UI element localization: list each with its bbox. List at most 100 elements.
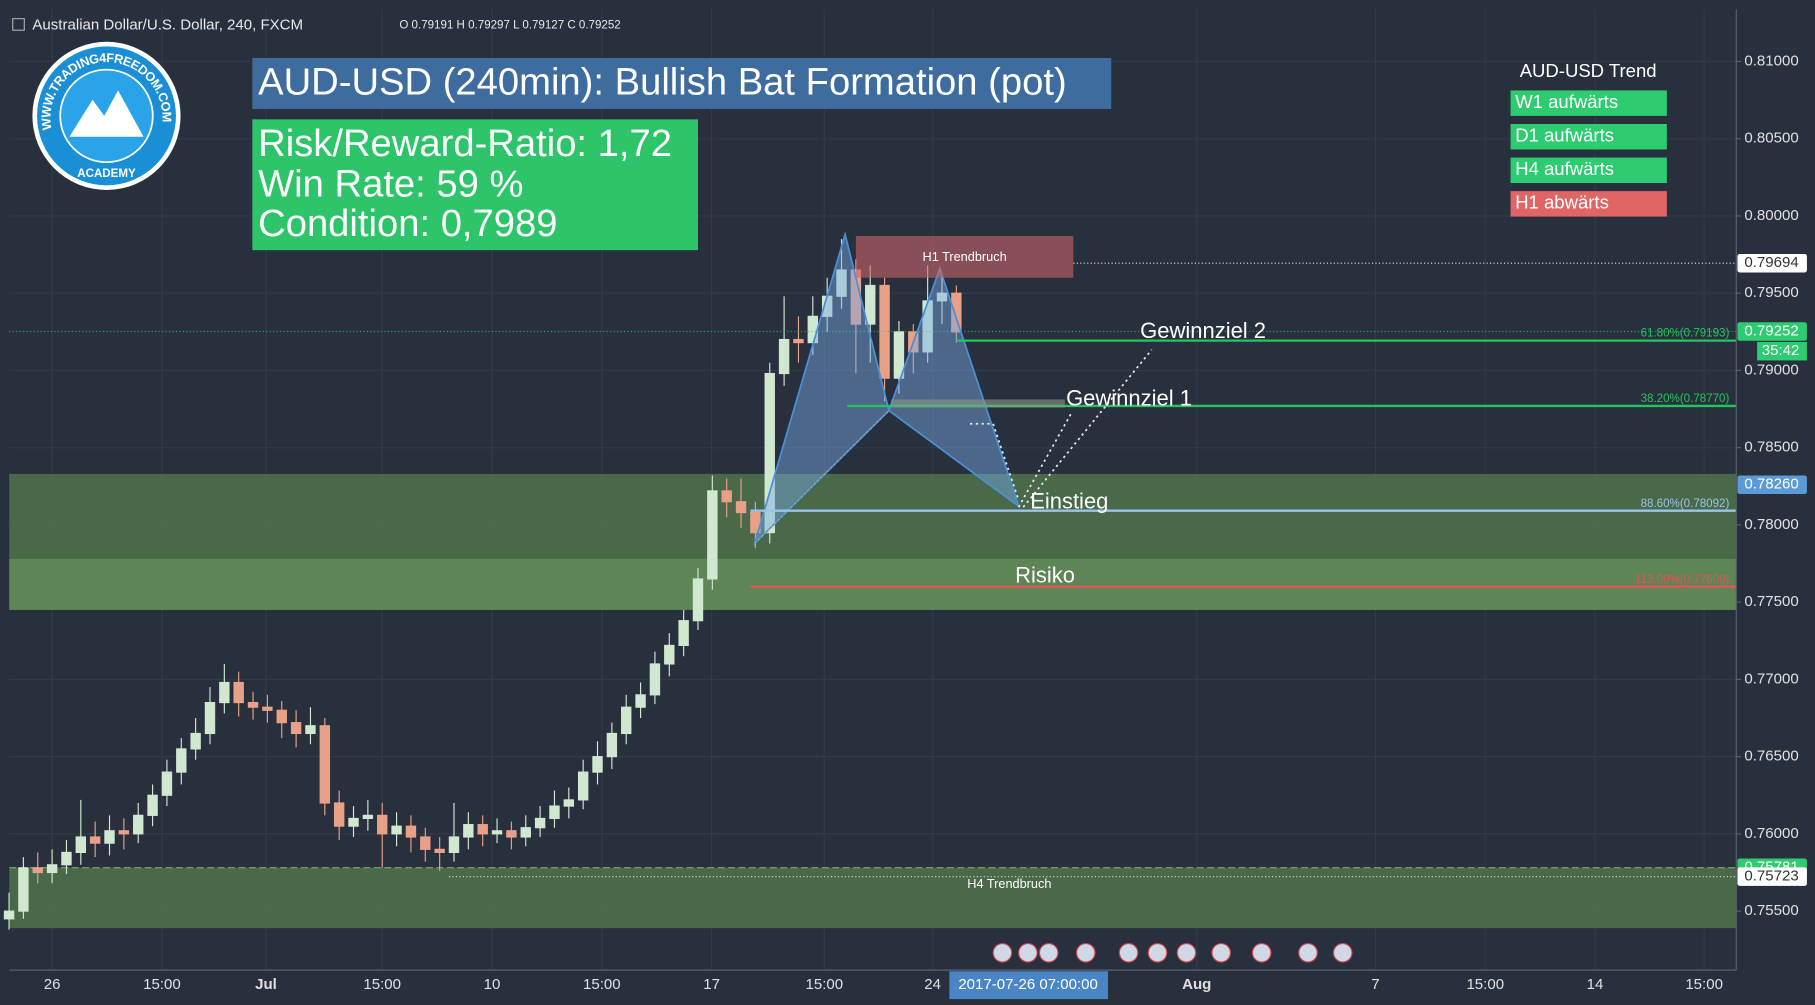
trend-row	[1510, 191, 1667, 217]
candle-body	[649, 663, 661, 696]
logo-mountain	[69, 90, 144, 137]
trend-break-label: H1 Trendbruch	[923, 249, 1007, 264]
x-tick-label: 15:00	[363, 976, 401, 993]
event-icon[interactable]	[1147, 942, 1168, 963]
x-tick-label: 14	[1587, 976, 1604, 993]
x-tick-label: 15:00	[583, 976, 621, 993]
event-icon[interactable]	[1332, 942, 1353, 963]
event-icon[interactable]	[1251, 942, 1272, 963]
candle-body	[75, 836, 87, 854]
x-tick-label: 26	[44, 976, 61, 993]
event-icon[interactable]	[1018, 942, 1038, 963]
candle-body	[936, 292, 948, 302]
price-label: 0.79694	[1744, 254, 1798, 271]
candle-body	[420, 836, 431, 850]
trend-row-label: H4 aufwärts	[1515, 158, 1614, 179]
candle-body	[118, 830, 130, 835]
events	[992, 942, 1353, 963]
event-icon[interactable]	[1075, 942, 1096, 963]
candle-body	[348, 817, 359, 827]
y-tick-label: 0.75500	[1744, 902, 1798, 919]
trend-break-label: H4 Trendbruch	[967, 876, 1051, 891]
zone	[9, 558, 1737, 610]
x-tick-label: 15:00	[1466, 976, 1504, 993]
candle-body	[434, 848, 445, 854]
candle-body	[778, 338, 790, 375]
event-icon[interactable]	[992, 942, 1013, 963]
symbol: Australian Dollar/U.S. Dollar, 240, FXCM	[32, 17, 303, 34]
candle-body	[951, 292, 962, 333]
fib-level-label: 88.60%(0.78092)	[1641, 498, 1730, 510]
projection	[970, 349, 1153, 508]
candle-body	[276, 709, 287, 724]
price-label-box	[1737, 253, 1807, 273]
stats-box	[252, 119, 698, 251]
candle-body	[104, 830, 115, 844]
event-icon[interactable]	[1176, 942, 1197, 963]
event-icon[interactable]	[1211, 942, 1232, 963]
event-icon[interactable]	[1118, 942, 1139, 963]
candle-body	[190, 732, 201, 750]
candle-body	[491, 830, 503, 835]
x-tick-label: Aug	[1182, 976, 1211, 993]
candle-body	[477, 824, 488, 835]
candle-body	[32, 867, 43, 874]
trend-break-zone	[855, 236, 1074, 278]
logo: WWW.TRADING4FREEDOM.COM ACADEMY	[32, 41, 181, 190]
x-tick-label: 17	[703, 976, 720, 993]
title-box	[252, 58, 1112, 109]
countdown-box	[1757, 341, 1807, 361]
target-box	[891, 399, 1065, 408]
price-label: 0.78260	[1744, 476, 1798, 493]
event-icon[interactable]	[1038, 942, 1059, 963]
event-icon[interactable]	[1298, 942, 1318, 963]
collapse-icon[interactable]	[12, 18, 25, 31]
x-tick-label: 24	[924, 976, 941, 993]
candle-body	[692, 578, 704, 622]
candle-body	[836, 269, 847, 297]
x-tick-label: 10	[484, 976, 501, 993]
candle-body	[664, 644, 675, 665]
pattern-bcd	[887, 265, 1021, 509]
candle-body	[764, 372, 775, 534]
crosshair-label: 2017-07-26 07:00:00	[958, 976, 1098, 993]
candle-body	[606, 732, 618, 758]
candle-body	[621, 706, 632, 735]
y-tick-label: 0.77500	[1744, 593, 1798, 610]
y-tick-label: 0.78500	[1744, 439, 1798, 456]
y-tick-label: 0.77000	[1744, 670, 1798, 687]
annotation: Einstieg	[1030, 488, 1108, 513]
title: AUD-USD (240min): Bullish Bat Formation …	[258, 61, 1067, 104]
projection-line	[992, 423, 1020, 501]
crosshair-box	[949, 971, 1108, 1000]
candle-body	[262, 706, 273, 711]
candle-body	[247, 701, 259, 708]
pattern-diagonal	[754, 410, 890, 544]
candle-body	[176, 748, 187, 773]
candle-body	[678, 620, 689, 646]
y-tick-label: 0.78000	[1744, 516, 1798, 533]
x-tick-label: 15:00	[143, 976, 181, 993]
candle-body	[305, 725, 316, 735]
trend-row-label: W1 aufwärts	[1515, 91, 1618, 112]
candle-body	[463, 824, 474, 838]
candle-body	[735, 501, 747, 514]
y-tick-label: 0.76500	[1744, 748, 1798, 765]
y-tick-label: 0.76000	[1744, 825, 1798, 842]
price-label-box	[1737, 322, 1807, 341]
price-label-box	[1737, 475, 1807, 495]
axes: 0.75500 0.76000 0.76500 0.77000 0.77500 0.780…	[44, 52, 1807, 1000]
projection-line	[1022, 349, 1153, 508]
price-label: 0.79252	[1744, 322, 1798, 339]
ohlc: O 0.79191 H 0.79297 L 0.79127 C 0.79252	[399, 20, 620, 32]
trend-row	[1510, 123, 1667, 150]
candle-body	[147, 794, 158, 816]
stat-line: Condition: 0,7989	[258, 202, 557, 245]
candle-body	[333, 802, 345, 827]
annotation: Gewinnziel 1	[1066, 385, 1192, 410]
annotation: Risiko	[1015, 562, 1075, 587]
candle-body	[391, 825, 402, 835]
candle-body	[563, 799, 575, 807]
candle-body	[865, 284, 876, 325]
